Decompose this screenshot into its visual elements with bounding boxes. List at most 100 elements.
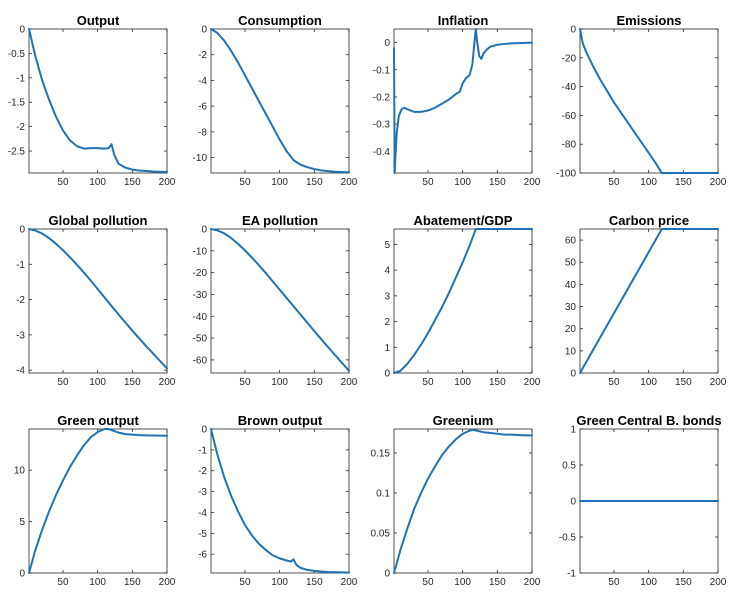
x-tick-label: 150 — [124, 577, 141, 588]
subplot-emissions: Emissions 50 100 150 200 0 -20 -40 -60 -80 -100 — [556, 13, 727, 188]
series-line — [393, 28, 533, 174]
chart-title: Emissions — [616, 13, 681, 28]
x-tick-label: 150 — [489, 577, 506, 588]
y-tick-label: -20 — [562, 53, 577, 64]
x-tick-label: 200 — [710, 577, 727, 588]
y-tick-label: 0 — [570, 369, 576, 380]
y-tick-label: 0.1 — [376, 489, 390, 500]
subplot-greenium: Greenium 50 100 150 200 0 0.05 0.1 0.15 — [371, 413, 541, 588]
y-tick-label: 60 — [565, 236, 577, 247]
y-tick-label: -60 — [193, 355, 208, 366]
axes-frame — [579, 28, 719, 174]
x-tick-label: 100 — [271, 177, 288, 188]
subplot-green-output: Green output 50 100 150 200 0 5 10 — [14, 413, 176, 588]
axes-frame — [28, 428, 168, 574]
y-tick-label: -100 — [556, 169, 576, 180]
x-tick-label: 100 — [454, 577, 471, 588]
y-tick-label: 0 — [201, 425, 207, 436]
x-tick-label: 200 — [524, 377, 541, 388]
x-tick-label: 200 — [710, 177, 727, 188]
y-tick-label: 5 — [19, 517, 25, 528]
axes-frame — [393, 28, 533, 174]
chart-title: EA pollution — [242, 213, 318, 228]
y-tick-label: -30 — [193, 290, 208, 301]
y-tick-label: 0 — [570, 497, 576, 508]
y-tick-label: -2 — [16, 295, 25, 306]
y-tick-label: 2 — [384, 317, 390, 328]
x-tick-label: 50 — [57, 177, 69, 188]
x-tick-label: 200 — [341, 577, 358, 588]
x-tick-label: 150 — [124, 377, 141, 388]
chart-title: Carbon price — [609, 213, 689, 228]
chart-title: Brown output — [238, 413, 323, 428]
series-line — [579, 228, 719, 374]
y-tick-label: -4 — [198, 76, 207, 87]
x-tick-label: 150 — [124, 177, 141, 188]
y-tick-label: -1 — [198, 445, 207, 456]
series-line — [210, 228, 350, 372]
subplot-consumption: Consumption 50 100 150 200 0 -2 -4 -6 -8 -10 — [193, 13, 358, 188]
axes-frame — [28, 228, 168, 374]
subplot-green-central-b-bonds: Green Central B. bonds 50 100 150 200 1 0.5 0 -0… — [559, 413, 727, 588]
axes-frame — [210, 28, 350, 174]
x-tick-label: 50 — [239, 377, 251, 388]
x-tick-label: 50 — [608, 577, 620, 588]
x-tick-label: 100 — [640, 177, 657, 188]
y-tick-label: -0.5 — [559, 533, 577, 544]
y-tick-label: -3 — [198, 487, 207, 498]
x-tick-label: 150 — [306, 377, 323, 388]
x-tick-label: 50 — [57, 577, 69, 588]
x-tick-label: 200 — [524, 177, 541, 188]
y-tick-label: -10 — [193, 153, 208, 164]
y-tick-label: -2.5 — [8, 147, 26, 158]
y-tick-label: 0 — [384, 369, 390, 380]
series-line — [393, 428, 533, 574]
y-tick-label: -2 — [198, 50, 207, 61]
x-tick-label: 50 — [422, 377, 434, 388]
chart-title: Output — [77, 13, 120, 28]
subplot-carbon-price: Carbon price 50 100 150 200 0 10 20 30 40 50 60 — [565, 213, 727, 388]
x-tick-label: 50 — [608, 177, 620, 188]
x-tick-label: 150 — [489, 177, 506, 188]
y-tick-label: -20 — [193, 268, 208, 279]
y-tick-label: -1 — [567, 569, 576, 580]
y-tick-label: -40 — [193, 312, 208, 323]
y-tick-label: 40 — [565, 280, 577, 291]
x-tick-label: 200 — [159, 177, 176, 188]
x-tick-label: 150 — [675, 177, 692, 188]
chart-title: Abatement/GDP — [414, 213, 513, 228]
axes-frame — [393, 428, 533, 574]
y-tick-label: -80 — [562, 140, 577, 151]
y-tick-label: -2 — [198, 466, 207, 477]
y-tick-label: -1 — [16, 73, 25, 84]
y-tick-label: -4 — [16, 366, 25, 377]
y-tick-label: -40 — [562, 82, 577, 93]
y-tick-label: -6 — [198, 550, 207, 561]
series-line — [28, 228, 168, 370]
x-tick-label: 100 — [454, 377, 471, 388]
y-tick-label: 10 — [14, 466, 26, 477]
series-line — [579, 28, 719, 174]
y-tick-label: -6 — [198, 102, 207, 113]
x-tick-label: 200 — [524, 577, 541, 588]
x-tick-label: 100 — [89, 177, 106, 188]
x-tick-label: 200 — [341, 377, 358, 388]
x-tick-label: 200 — [341, 177, 358, 188]
y-tick-label: 4 — [384, 266, 390, 277]
y-tick-label: -8 — [198, 127, 207, 138]
series-line — [28, 428, 168, 574]
y-tick-label: 0.15 — [371, 449, 391, 460]
x-tick-label: 150 — [489, 377, 506, 388]
x-tick-label: 100 — [454, 177, 471, 188]
y-tick-label: 10 — [565, 346, 577, 357]
axes-frame — [210, 228, 350, 374]
axes-frame — [393, 228, 533, 374]
y-tick-label: -3 — [16, 330, 25, 341]
x-tick-label: 50 — [422, 577, 434, 588]
series-line — [210, 28, 350, 174]
y-tick-label: 30 — [565, 302, 577, 313]
y-tick-label: 1 — [384, 343, 390, 354]
y-tick-label: -1 — [16, 260, 25, 271]
subplot-abatement-gdp: Abatement/GDP 50 100 150 200 0 1 2 3 4 5 — [384, 213, 540, 388]
chart-title: Global pollution — [49, 213, 148, 228]
